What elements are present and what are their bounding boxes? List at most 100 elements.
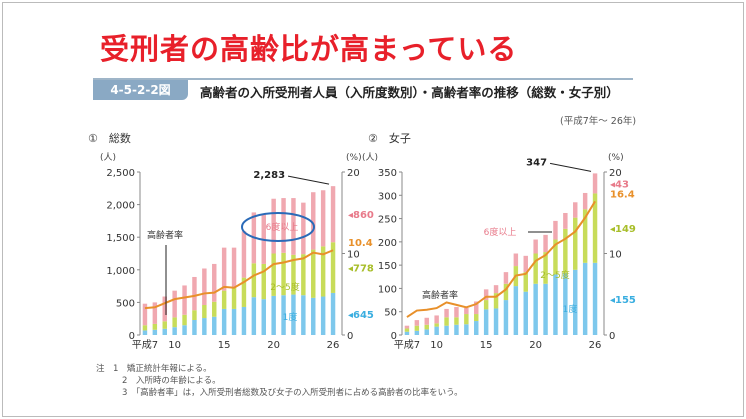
bar-sixth-plus (152, 302, 158, 324)
bar-sixth-plus (563, 212, 568, 229)
bar-sixth-plus (231, 247, 237, 289)
x-tick-label: 26 (589, 340, 602, 351)
sixth-plus-annotation: ◂860 (348, 210, 374, 221)
bar-second-to-fifth (241, 277, 247, 307)
bar-sixth-plus (291, 198, 296, 255)
bar-second-to-fifth (404, 328, 410, 332)
bar-first (454, 324, 459, 335)
y-tick-label: 1,500 (106, 233, 135, 244)
bar-sixth-plus (261, 213, 266, 264)
total-arrow (549, 162, 592, 172)
bar-second-to-fifth (493, 293, 499, 309)
bar-second-to-fifth (533, 253, 538, 284)
bar-sixth-plus (573, 202, 578, 218)
bar-sixth-plus (404, 325, 410, 329)
bar-first (414, 330, 420, 335)
bar-first (271, 295, 276, 335)
total-arrow (287, 175, 330, 185)
bar-sixth-plus (503, 272, 509, 284)
bar-second-to-fifth (592, 193, 598, 263)
bar-second-to-fifth (202, 305, 207, 319)
bar-first (231, 308, 237, 335)
bar-sixth-plus (474, 301, 479, 315)
y-tick-label: 350 (378, 168, 397, 179)
bar-sixth-plus (330, 186, 336, 243)
bar-sixth-plus (241, 231, 247, 278)
bar-first (513, 286, 519, 335)
bar-first (493, 308, 499, 335)
rate-annotation: 16.4 (610, 189, 635, 200)
bar-second-to-fifth (152, 323, 158, 330)
bar-sixth-plus (444, 308, 449, 318)
bar-sixth-plus (271, 198, 276, 254)
bar-sixth-plus (523, 255, 528, 273)
bar-first (404, 331, 410, 335)
bar-second-to-fifth (582, 209, 588, 263)
note-1: 注 1 矯正統計年報による。 (96, 364, 212, 374)
y-tick-label: 500 (116, 298, 135, 309)
bar-sixth-plus (172, 290, 177, 318)
note-2: 2 入所時の年齢による。 (122, 376, 221, 386)
figure-title: 高齢者の入所受刑者人員（入所度数別）・高齢者率の推移（総数・女子別） (200, 85, 619, 100)
bar-sixth-plus (424, 317, 429, 325)
rate-line (406, 200, 596, 318)
bar-first (582, 262, 588, 335)
x-tick-label: 20 (529, 340, 542, 351)
bar-sixth-plus (221, 247, 227, 291)
bar-sixth-plus (513, 253, 519, 267)
bar-second-to-fifth (483, 300, 489, 310)
bar-first (330, 292, 336, 335)
bar-first (523, 291, 528, 335)
bar-sixth-plus (414, 320, 420, 326)
bar-first (192, 320, 197, 335)
bar-second-to-fifth (251, 263, 257, 298)
sixth-plus-annotation: ◂43 (610, 179, 629, 190)
highlight-ellipse (241, 212, 315, 242)
bar-sixth-plus (320, 190, 326, 247)
bar-first (301, 295, 306, 335)
bar-first (444, 325, 449, 335)
bar-first (172, 327, 177, 335)
bar-second-to-fifth (192, 310, 197, 321)
y-tick-label: 2,000 (106, 201, 135, 212)
bar-second-to-fifth (172, 317, 177, 328)
series-label-first: 1度 (283, 311, 298, 323)
bar-sixth-plus (311, 192, 316, 250)
bar-first (320, 296, 326, 335)
bar-sixth-plus (464, 307, 469, 315)
period-label: (平成7年～ 26年) (560, 116, 637, 127)
x-tick-label: 平成7 (132, 339, 158, 351)
figure-header-rule (93, 78, 633, 80)
first-annotation: ◂645 (348, 310, 374, 321)
bar-second-to-fifth (454, 317, 459, 325)
y-axis-unit: (人) (100, 152, 116, 163)
y2-tick-label: 0 (609, 331, 615, 342)
bar-sixth-plus (281, 198, 286, 253)
bar-sixth-plus (592, 173, 598, 194)
second-to-fifth-annotation: ◂149 (610, 224, 636, 235)
bar-second-to-fifth (231, 288, 237, 309)
x-tick-label: 20 (267, 340, 280, 351)
bar-second-to-fifth (261, 263, 266, 300)
y2-tick-label: 20 (609, 168, 622, 179)
bar-sixth-plus (202, 268, 207, 306)
bar-sixth-plus (301, 202, 306, 255)
bar-first (162, 328, 167, 335)
y-tick-label: 200 (378, 238, 397, 249)
bar-second-to-fifth (424, 324, 429, 330)
bar-first (434, 326, 439, 335)
chart-title: ② 女子 (368, 131, 411, 145)
bar-second-to-fifth (414, 325, 420, 331)
bar-first (503, 300, 509, 335)
y2-tick-label: 0 (347, 331, 353, 342)
y-tick-label: 250 (378, 215, 397, 226)
bar-second-to-fifth (221, 290, 227, 309)
bar-sixth-plus (533, 239, 538, 254)
y-tick-label: 100 (378, 284, 397, 295)
bar-sixth-plus (454, 307, 459, 318)
series-label-second-to-fifth: 2～5度 (270, 281, 299, 293)
bar-second-to-fifth (330, 242, 336, 293)
bar-second-to-fifth (503, 283, 509, 301)
x-tick-label: 15 (218, 340, 231, 351)
